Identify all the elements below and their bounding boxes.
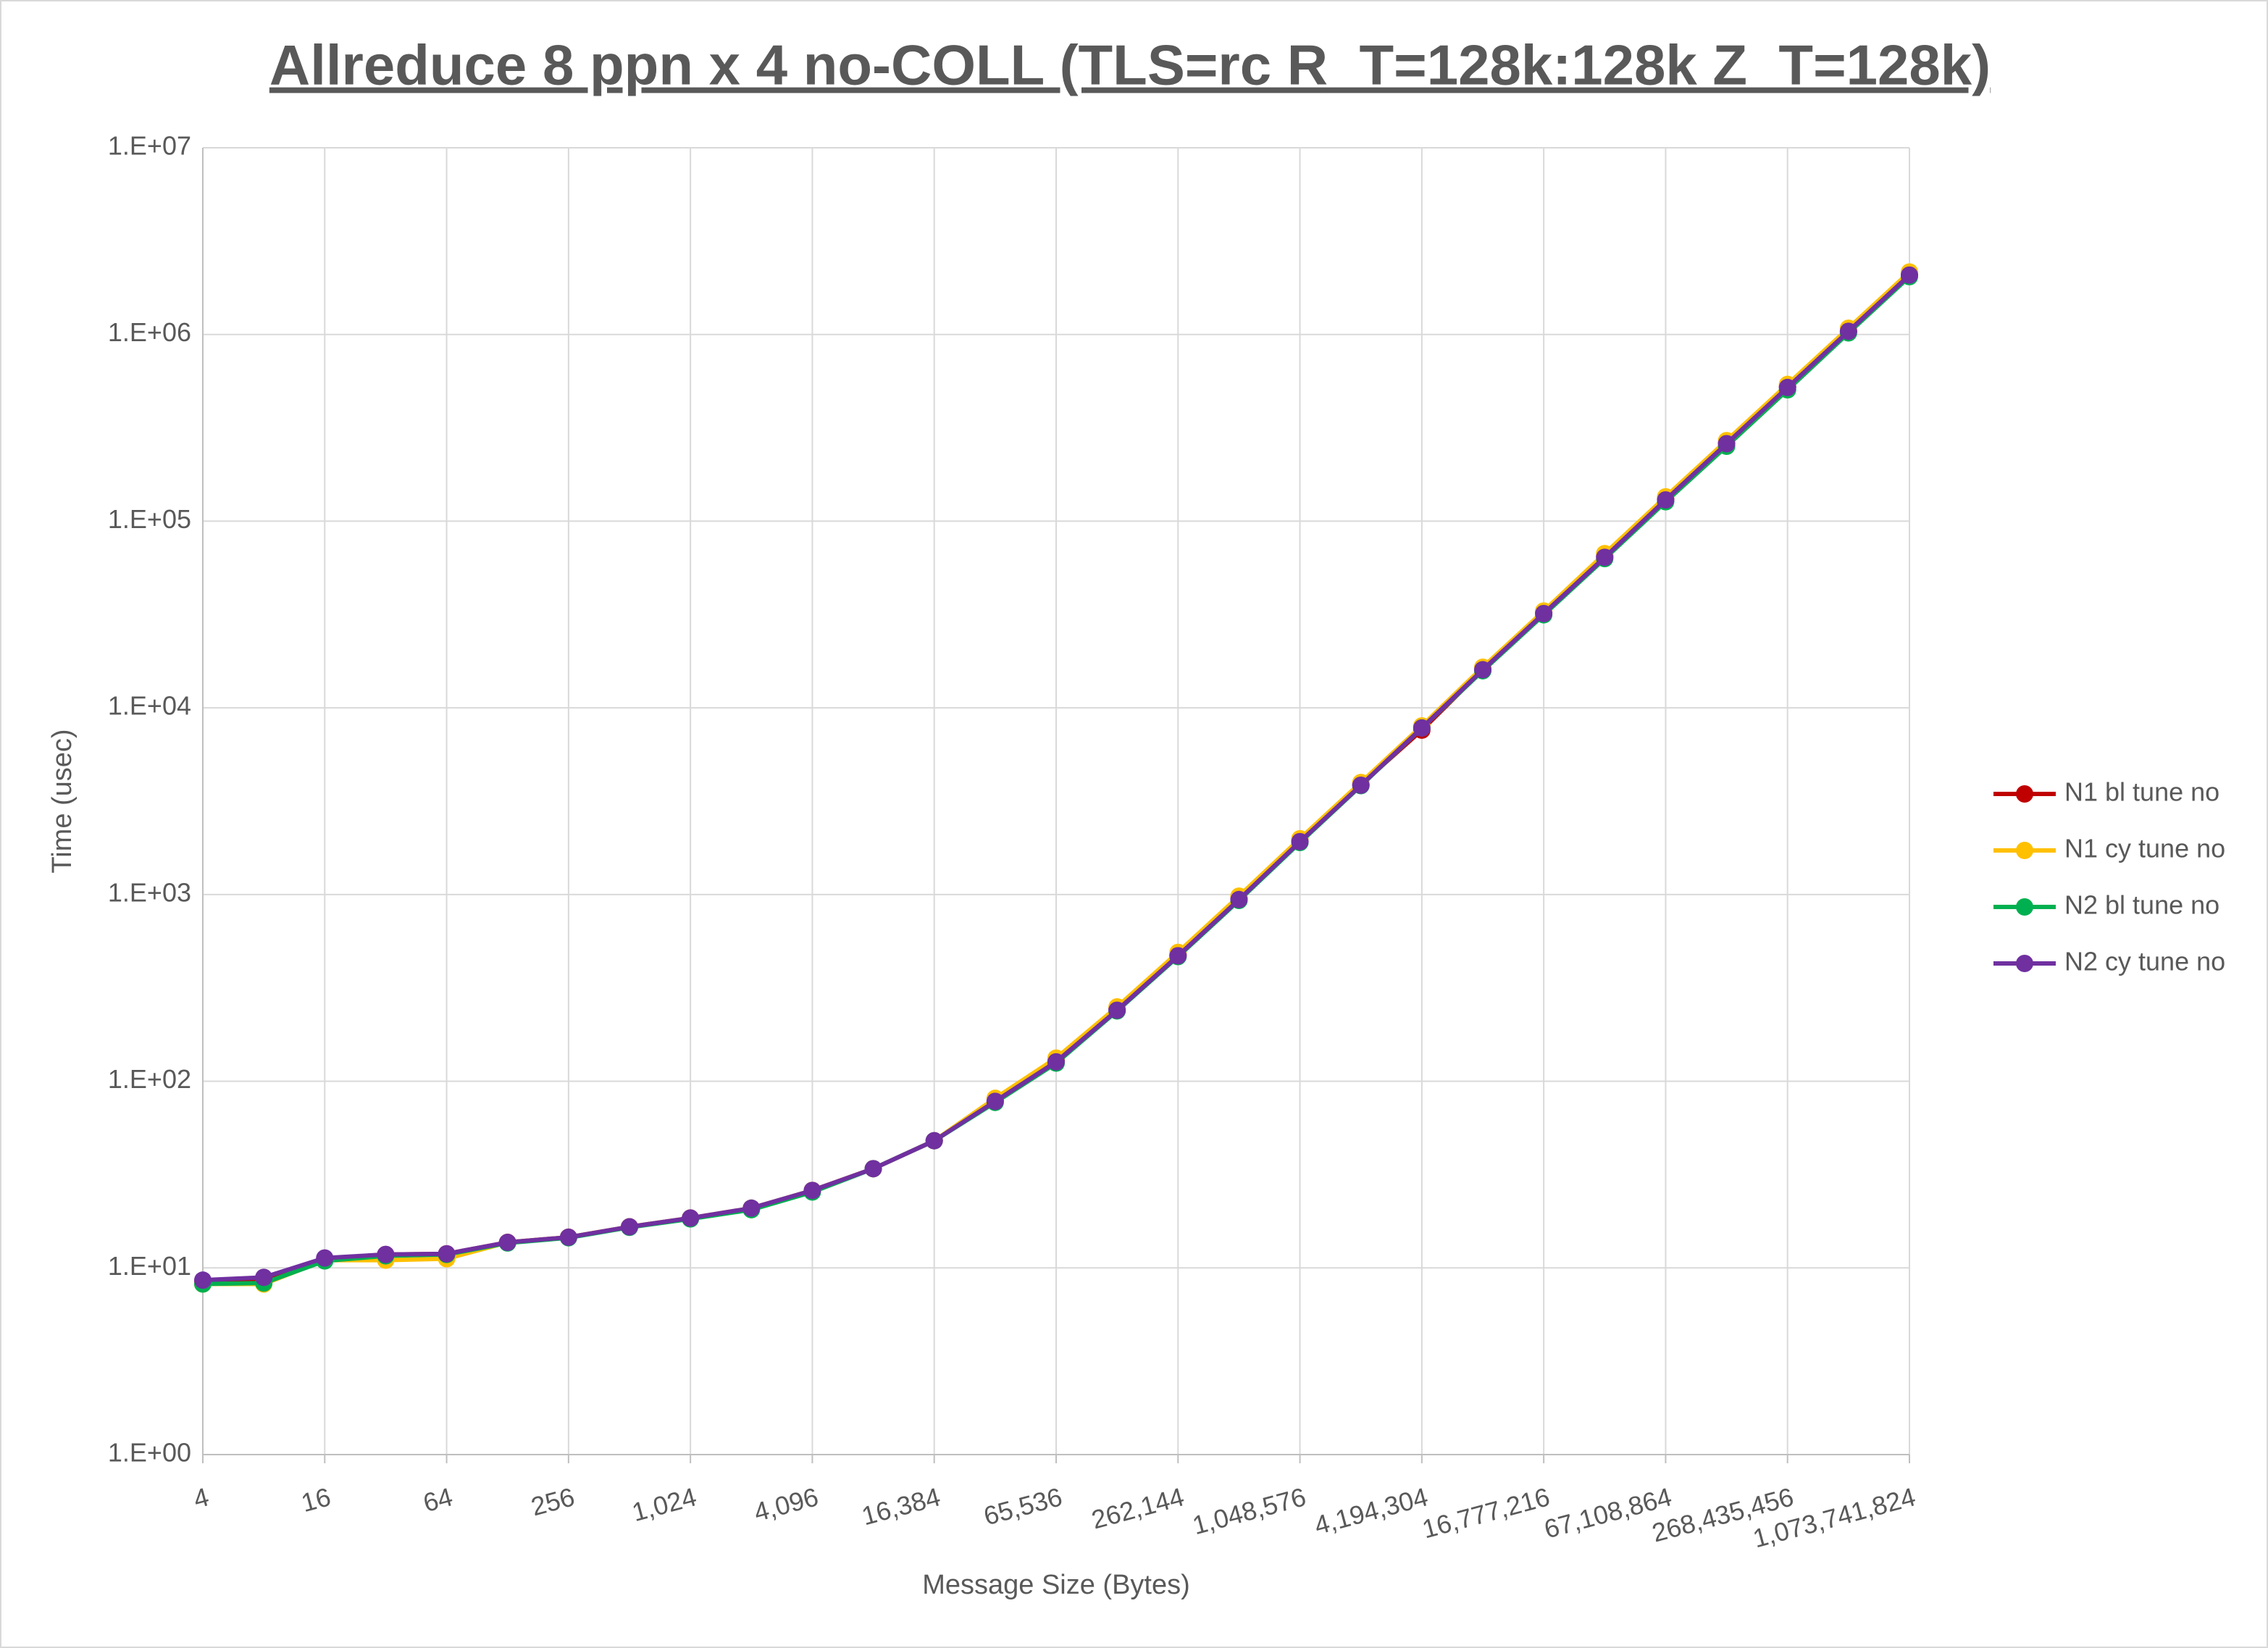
data-point (438, 1245, 456, 1263)
data-point (986, 1092, 1004, 1110)
y-tick-label: 1.E+05 (108, 504, 191, 534)
y-tick-label: 1.E+07 (108, 131, 191, 161)
data-point (194, 1271, 212, 1289)
data-point (498, 1234, 516, 1252)
y-tick-label: 1.E+06 (108, 317, 191, 347)
y-tick-label: 1.E+00 (108, 1438, 191, 1468)
data-point (1413, 719, 1431, 737)
data-point (1047, 1053, 1065, 1071)
data-point (803, 1181, 821, 1200)
y-tick-label: 1.E+03 (108, 877, 191, 907)
data-point (864, 1160, 882, 1178)
data-point (682, 1209, 700, 1227)
data-point (1778, 378, 1796, 396)
chart-title: Allreduce 8 ppn x 4 no-COLL (TLS=rc R_T=… (269, 33, 1991, 97)
data-point (1352, 776, 1370, 794)
plot-area (194, 263, 1918, 1293)
data-point (1291, 832, 1309, 850)
data-point (1169, 947, 1187, 965)
legend-label: N2 cy tune no (2064, 947, 2225, 976)
data-point (316, 1249, 334, 1267)
data-point (1108, 1001, 1126, 1019)
data-point (742, 1199, 761, 1217)
y-tick-label: 1.E+01 (108, 1251, 191, 1281)
data-point (559, 1228, 577, 1246)
data-point (255, 1268, 273, 1287)
legend-marker (2016, 785, 2033, 803)
data-point (1535, 604, 1553, 622)
data-point (1596, 548, 1614, 566)
data-point (1474, 661, 1491, 679)
legend-marker (2016, 898, 2033, 916)
legend-label: N1 cy tune no (2064, 834, 2225, 863)
y-axis-title: Time (usec) (47, 729, 78, 873)
data-point (925, 1132, 943, 1150)
legend-label: N1 bl tune no (2064, 777, 2219, 807)
data-point (1657, 491, 1675, 509)
x-axis-title: Message Size (Bytes) (922, 1570, 1190, 1600)
legend-marker (2016, 955, 2033, 972)
data-point (1230, 890, 1248, 908)
data-point (1901, 266, 1918, 284)
data-point (1717, 435, 1736, 453)
data-point (621, 1218, 638, 1236)
data-point (377, 1245, 395, 1263)
legend-label: N2 bl tune no (2064, 890, 2219, 920)
grid (202, 147, 1910, 1463)
y-tick-label: 1.E+04 (108, 691, 191, 721)
y-tick-label: 1.E+02 (108, 1064, 191, 1094)
legend-marker (2016, 842, 2033, 859)
data-point (1839, 322, 1857, 340)
